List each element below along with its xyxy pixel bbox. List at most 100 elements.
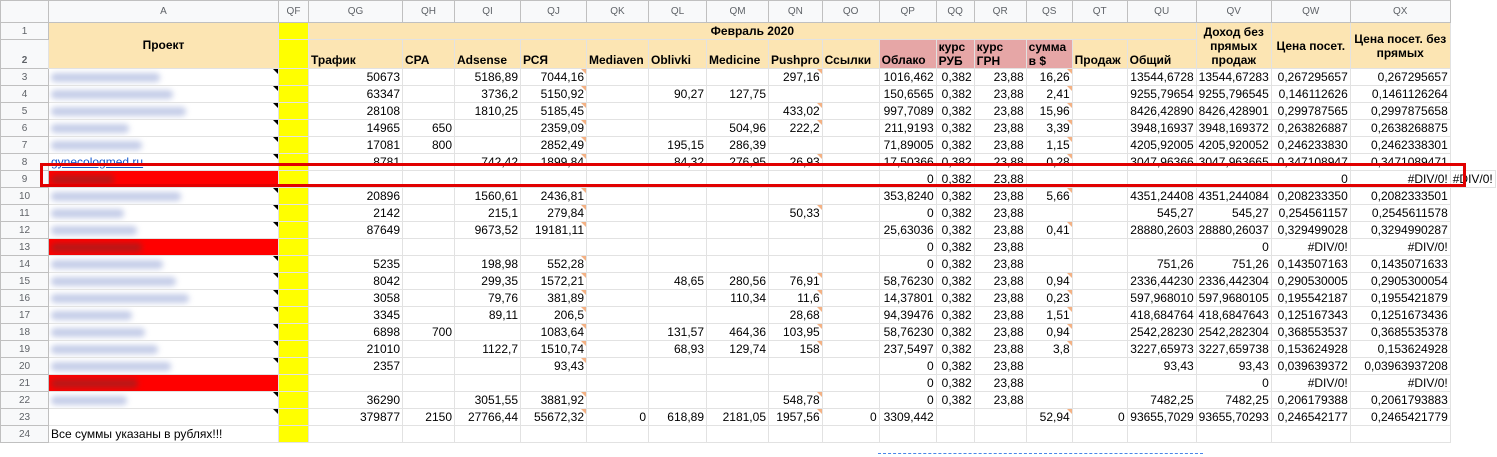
data-cell[interactable]: 0,41 — [1025, 221, 1073, 239]
data-cell[interactable]: 0,208233350 — [1270, 187, 1351, 205]
project-cell[interactable] — [48, 289, 279, 307]
data-cell[interactable]: 7482,25 — [1126, 391, 1197, 409]
data-cell[interactable]: 16,26 — [1025, 68, 1073, 86]
project-cell[interactable] — [48, 255, 279, 273]
data-cell[interactable]: 742,42 — [454, 153, 521, 171]
row-number[interactable]: 12 — [0, 221, 49, 239]
row-number[interactable]: 23 — [0, 408, 49, 426]
data-cell[interactable]: 93,43 — [1126, 357, 1197, 375]
data-cell[interactable]: 5186,89 — [454, 68, 521, 86]
data-cell[interactable]: 11,6 — [768, 289, 823, 307]
data-cell[interactable]: 548,78 — [768, 391, 823, 409]
data-cell[interactable]: 0,153624928 — [1349, 340, 1451, 358]
data-cell[interactable]: 1122,7 — [454, 340, 521, 358]
data-cell[interactable]: 94,39476 — [878, 306, 937, 324]
data-cell[interactable]: 23,88 — [973, 357, 1027, 375]
data-cell[interactable]: 0,1251673436 — [1349, 306, 1451, 324]
project-cell[interactable] — [48, 238, 279, 256]
project-cell[interactable] — [48, 68, 279, 86]
data-cell[interactable]: 1572,21 — [520, 272, 587, 290]
data-cell[interactable]: 23,88 — [973, 68, 1027, 86]
data-cell[interactable]: 58,76230 — [878, 272, 937, 290]
data-cell[interactable] — [1071, 204, 1128, 222]
data-cell[interactable] — [1071, 85, 1128, 103]
data-cell[interactable]: 0 — [1195, 374, 1272, 392]
data-cell[interactable]: 23,88 — [973, 306, 1027, 324]
data-cell[interactable]: 3309,442 — [878, 408, 937, 426]
data-cell[interactable] — [402, 255, 455, 273]
data-cell[interactable] — [586, 340, 649, 358]
data-cell[interactable] — [586, 289, 649, 307]
data-cell[interactable] — [648, 374, 707, 392]
data-cell[interactable]: 5235 — [308, 255, 403, 273]
data-cell[interactable]: 299,35 — [454, 272, 521, 290]
data-cell[interactable]: 58,76230 — [878, 323, 937, 341]
data-cell[interactable]: 71,89005 — [878, 136, 937, 154]
data-cell[interactable]: 0,267295657 — [1270, 68, 1351, 86]
data-cell[interactable] — [1195, 170, 1272, 188]
data-cell[interactable]: 23,88 — [973, 374, 1027, 392]
data-cell[interactable] — [1126, 374, 1197, 392]
data-cell[interactable]: 1510,74 — [520, 340, 587, 358]
data-cell[interactable] — [768, 136, 823, 154]
data-cell[interactable] — [454, 170, 521, 188]
data-cell[interactable]: 597,968010 — [1126, 289, 1197, 307]
data-cell[interactable]: 21010 — [308, 340, 403, 358]
data-cell[interactable] — [402, 102, 455, 120]
data-cell[interactable]: 4351,244084 — [1195, 187, 1272, 205]
data-cell[interactable]: 23,88 — [973, 221, 1027, 239]
data-cell[interactable] — [1025, 255, 1073, 273]
data-cell[interactable]: 0,23 — [1025, 289, 1073, 307]
row-number[interactable]: 8 — [0, 153, 49, 171]
data-cell[interactable]: 0,347108947 — [1270, 153, 1351, 171]
data-cell[interactable]: 9255,79654 — [1126, 85, 1197, 103]
data-cell[interactable]: 28108 — [308, 102, 403, 120]
data-cell[interactable]: 381,89 — [520, 289, 587, 307]
data-cell[interactable]: 0,2545611578 — [1349, 204, 1451, 222]
data-cell[interactable]: 0,382 — [935, 289, 975, 307]
data-cell[interactable] — [768, 425, 823, 443]
data-cell[interactable] — [706, 391, 769, 409]
data-cell[interactable] — [648, 221, 707, 239]
data-cell[interactable]: 93,43 — [520, 357, 587, 375]
data-cell[interactable]: 276,95 — [706, 153, 769, 171]
data-cell[interactable] — [648, 204, 707, 222]
data-cell[interactable]: 0 — [878, 391, 937, 409]
data-cell[interactable] — [1195, 425, 1272, 443]
column-header-qs[interactable]: QS — [1025, 0, 1073, 23]
data-cell[interactable]: 0,382 — [935, 255, 975, 273]
column-header-qv[interactable]: QV — [1195, 0, 1272, 23]
data-cell[interactable]: 68,93 — [648, 340, 707, 358]
data-cell[interactable]: 0,3685535378 — [1349, 323, 1451, 341]
data-cell[interactable]: 0,1435071633 — [1349, 255, 1451, 273]
data-cell[interactable]: 0,382 — [935, 272, 975, 290]
column-header-qj[interactable]: QJ — [520, 0, 587, 23]
data-cell[interactable]: 3345 — [308, 306, 403, 324]
data-cell[interactable] — [1071, 187, 1128, 205]
data-cell[interactable]: 0,382 — [935, 119, 975, 137]
data-cell[interactable] — [768, 221, 823, 239]
data-cell[interactable]: 2436,81 — [520, 187, 587, 205]
data-cell[interactable] — [1071, 255, 1128, 273]
column-header-ql[interactable]: QL — [648, 0, 707, 23]
data-cell[interactable]: 23,88 — [973, 170, 1027, 188]
data-cell[interactable] — [821, 272, 880, 290]
data-cell[interactable] — [402, 374, 455, 392]
data-cell[interactable] — [1025, 425, 1073, 443]
data-cell[interactable] — [586, 102, 649, 120]
data-cell[interactable]: 129,74 — [706, 340, 769, 358]
data-cell[interactable]: 23,88 — [973, 255, 1027, 273]
data-cell[interactable] — [648, 306, 707, 324]
data-cell[interactable]: 1,51 — [1025, 306, 1073, 324]
data-cell[interactable]: 0,382 — [935, 187, 975, 205]
data-cell[interactable] — [973, 425, 1027, 443]
data-cell[interactable]: 0 — [878, 238, 937, 256]
data-cell[interactable] — [402, 68, 455, 86]
data-cell[interactable] — [821, 323, 880, 341]
project-cell[interactable] — [48, 357, 279, 375]
column-header-qf[interactable]: QF — [278, 0, 309, 23]
data-cell[interactable]: 0,2082333501 — [1349, 187, 1451, 205]
data-cell[interactable] — [1071, 391, 1128, 409]
data-cell[interactable]: 93655,7029 — [1126, 408, 1197, 426]
data-cell[interactable] — [586, 119, 649, 137]
